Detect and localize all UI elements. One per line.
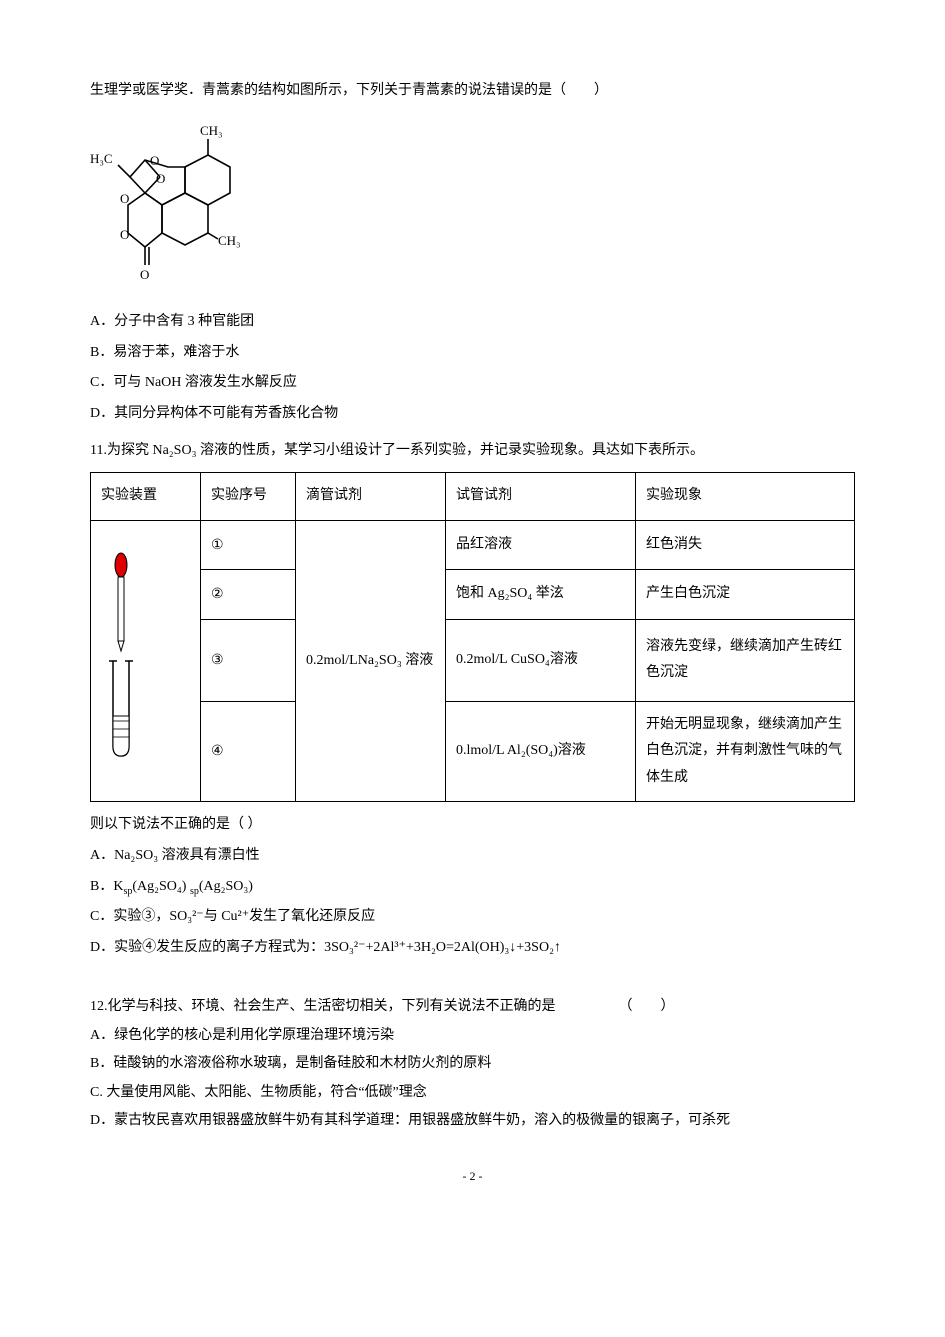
q10-option-d: D．其同分异构体不可能有芳香族化合物: [90, 401, 855, 428]
q10-option-c: C．可与 NaOH 溶液发生水解反应: [90, 370, 855, 397]
table-row: ④ 0.lmol/L Al₂(SO₄)溶液 开始无明显现象，继续滴加产生白色沉淀…: [91, 701, 855, 802]
row3-obs: 溶液先变绿，继续滴加产生砖红色沉淀: [636, 619, 855, 701]
row3-seq: ③: [201, 619, 296, 701]
q10-option-b: B．易溶于苯，难溶于水: [90, 340, 855, 367]
peroxide-o2-label: O: [156, 171, 165, 186]
row2-tube: 饱和 Ag₂SO₄ 举泫: [446, 570, 636, 620]
row3-tube: 0.2mol/L CuSO₄溶液: [446, 619, 636, 701]
ch3-top-label: CH₃: [200, 123, 223, 138]
experiment-table: 实验装置 实验序号 滴管试剂 试管试剂 实验现象: [90, 472, 855, 802]
row4-obs: 开始无明显现象，继续滴加产生白色沉淀，并有刺激性气味的气体生成: [636, 701, 855, 802]
row4-tube: 0.lmol/L Al₂(SO₄)溶液: [446, 701, 636, 802]
row2-obs: 产生白色沉淀: [636, 570, 855, 620]
apparatus-cell: [91, 520, 201, 802]
carbonyl-o-label: O: [140, 267, 149, 282]
row2-seq: ②: [201, 570, 296, 620]
page-number: - 2 -: [90, 1165, 855, 1188]
table-row: ③ 0.2mol/L CuSO₄溶液 溶液先变绿，继续滴加产生砖红色沉淀: [91, 619, 855, 701]
q10-option-a: A．分子中含有 3 种官能团: [90, 309, 855, 336]
dropper-reagent-cell: 0.2mol/LNa₂SO₃ 溶液: [296, 520, 446, 802]
q11-option-a: A．Na₂SO₃ 溶液具有漂白性: [90, 843, 855, 870]
ring-o1-label: O: [120, 191, 129, 206]
ch3-right-label: CH₃: [218, 233, 241, 248]
q11-option-d: D．实验④发生反应的离子方程式为：3SO₃²⁻+2Al³⁺+3H₂O=2Al(O…: [90, 935, 855, 962]
q12-option-a: A．绿色化学的核心是利用化学原理治理环境污染: [90, 1023, 855, 1050]
peroxide-o1-label: O: [150, 153, 159, 168]
q11-tail: 则以下说法不正确的是（ ）: [90, 812, 855, 839]
row1-tube: 品红溶液: [446, 520, 636, 570]
q10-intro: 生理学或医学奖．青蒿素的结构如图所示，下列关于青蒿素的说法错误的是（ ）: [90, 78, 855, 105]
q12-option-d: D．蒙古牧民喜欢用银器盛放鲜牛奶有其科学道理：用银器盛放鲜牛奶，溶入的极微量的银…: [90, 1108, 855, 1135]
row1-seq: ①: [201, 520, 296, 570]
q11-option-b: B．Ksp(Ag₂SO₄) sp(Ag₂SO₃): [90, 874, 855, 901]
artemisinin-structure: CH₃ H₃C CH₃ O O O O O: [90, 115, 855, 296]
table-row: ① 0.2mol/LNa₂SO₃ 溶液 品红溶液 红色消失: [91, 520, 855, 570]
h3c-left-label: H₃C: [90, 151, 113, 166]
q11-head: 11.为探究 Na₂SO₃ 溶液的性质，某学习小组设计了一系列实验，并记录实验现…: [90, 438, 855, 465]
ring-o2-label: O: [120, 227, 129, 242]
row4-seq: ④: [201, 701, 296, 802]
row1-obs: 红色消失: [636, 520, 855, 570]
q12-block: 12.化学与科技、环境、社会生产、生活密切相关，下列有关说法不正确的是 （ ） …: [90, 994, 855, 1135]
q12-option-c: C. 大量使用风能、太阳能、生物质能，符合“低碳”理念: [90, 1080, 855, 1107]
col-seq: 实验序号: [201, 473, 296, 521]
q12-option-b: B．硅酸钠的水溶液俗称水玻璃，是制备硅胶和木材防火剂的原料: [90, 1051, 855, 1078]
col-tube: 试管试剂: [446, 473, 636, 521]
col-dropper: 滴管试剂: [296, 473, 446, 521]
table-row: ② 饱和 Ag₂SO₄ 举泫 产生白色沉淀: [91, 570, 855, 620]
q11-option-c: C．实验③，SO₃²⁻与 Cu²⁺发生了氧化还原反应: [90, 904, 855, 931]
dropper-tube-icon: [101, 551, 141, 761]
col-apparatus: 实验装置: [91, 473, 201, 521]
q12-head: 12.化学与科技、环境、社会生产、生活密切相关，下列有关说法不正确的是 （ ）: [90, 994, 855, 1021]
col-obs: 实验现象: [636, 473, 855, 521]
table-header-row: 实验装置 实验序号 滴管试剂 试管试剂 实验现象: [91, 473, 855, 521]
